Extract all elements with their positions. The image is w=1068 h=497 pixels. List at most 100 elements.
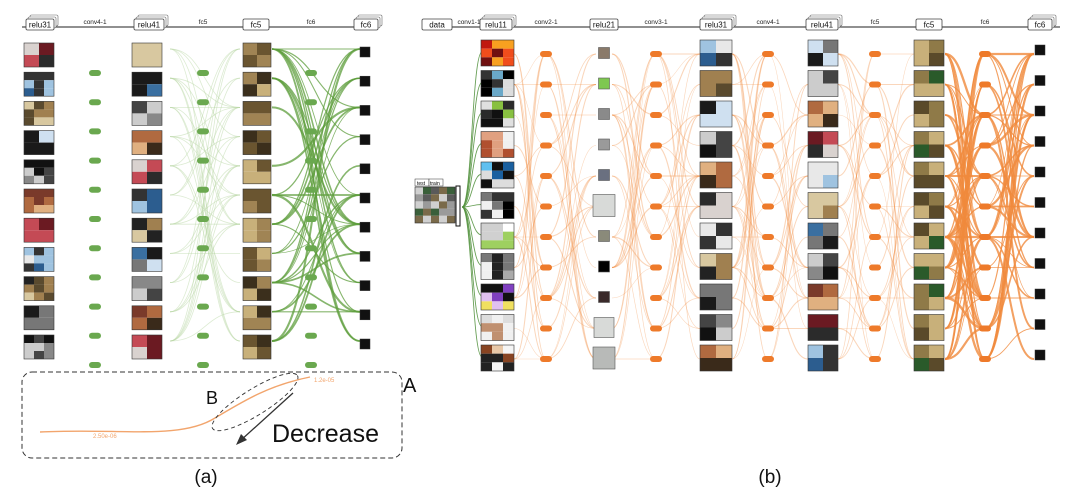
thumbnail-frame [480,253,515,280]
thumbnail-cell [481,353,492,363]
tag-front [25,18,55,31]
thumbnail-cell [44,335,54,343]
edge [767,114,809,207]
thumbnail-frame [23,188,55,214]
edge [874,83,915,330]
thumbnail-frame [913,192,945,219]
thumbnail-frame [913,70,945,97]
thumbnail-cell [823,131,838,145]
operation-node [762,325,774,332]
edge [545,84,597,146]
conv4-node [89,245,101,252]
thumbnail-cell [39,43,54,55]
thumbnail-cell [24,101,34,110]
edge [545,236,597,268]
thumbnail-cell [808,284,823,297]
fc6-thumbnail [359,46,371,58]
thumbnail-cell [132,142,147,155]
fc6-node [305,128,317,135]
input-edge [461,112,483,208]
fc6-thumbnail [359,309,371,321]
tag-front [353,18,379,31]
thumbnail-frame [131,247,163,272]
operation-node [650,295,662,301]
edge-fc5 [169,165,241,342]
edge [611,83,657,147]
thumbnail-frame [480,314,515,341]
fc5-node [197,157,209,164]
relu11-thumbnail [480,39,515,67]
thumbnail-cell [700,314,716,328]
label-a: A [403,375,417,397]
thumbnail-frame [913,39,945,67]
input-data-block: test train [414,178,461,227]
thumbnail-cell [44,247,54,256]
edge [837,84,876,268]
thumbnail-cell [492,87,503,97]
edge [513,175,547,299]
relu41-thumbnail [807,344,839,372]
edge [611,114,657,329]
thumbnail-cell [492,192,503,202]
thumbnail-cell [34,72,44,81]
edge [611,53,657,238]
edge-layer [461,51,1035,361]
edge [545,175,597,207]
edge [731,114,769,299]
thumbnail-cell [147,189,162,201]
thumbnail-cell [132,55,147,67]
thumbnail-cell [257,201,271,213]
thumbnail-cell [503,57,514,66]
thumbnail-cell [492,57,503,66]
conv4-node [89,274,101,281]
thumbnail-cell [700,253,716,267]
relu21-thumbnail [592,346,616,370]
thumbnail-cell [492,170,503,180]
thumbnail-cell [823,70,838,84]
relu31-thumbnail [23,276,55,301]
edge [837,206,876,299]
thumbnail-frame [23,42,55,68]
operation-node [540,295,552,301]
thumbnail-cell [147,101,162,114]
relu31-thumbnail [23,71,55,97]
edge [545,53,597,268]
edge-fc5 [169,48,241,342]
relu41-thumbnail [131,334,163,360]
thumbnail-cell [929,297,944,310]
relu31-thumbnail [23,130,55,155]
relu41-thumbnail [807,253,839,280]
thumbnail-cell [481,231,492,241]
thumbnail-cell [243,247,257,260]
thumbnail-frame [807,161,839,189]
thumbnail-cell [503,301,514,310]
thumbnail-cell [492,292,503,302]
relu31-thumbnail [699,222,733,250]
thumbnail-cell [243,317,257,330]
edge [513,84,547,268]
edge [731,145,769,268]
thumbnail-cell [503,79,514,88]
thumbnail-cell [24,130,39,143]
edge [837,114,876,207]
fc5-node [197,362,209,368]
edge [655,84,701,299]
operation-node [540,325,552,332]
relu11-thumbnail [480,70,515,97]
edge [767,84,809,329]
edge [545,175,597,360]
thumbnail-cell [44,343,54,351]
edge [767,53,809,116]
edge [545,84,597,329]
thumbnail-cell [147,335,162,347]
relu21-thumbnail [598,260,610,273]
relu31-thumbnail [23,334,55,360]
panel-b: data conv1-1 relu11 conv2-1 relu21 conv3-1 rel… [414,14,1060,488]
operation-label: fc6 [981,19,990,26]
thumbnail-cell [24,159,34,168]
thumbnail-frame [699,70,733,97]
fc5-thumbnail [913,161,945,189]
operation-node [650,325,662,332]
edge [837,297,876,329]
thumbnail-cell [503,331,514,341]
